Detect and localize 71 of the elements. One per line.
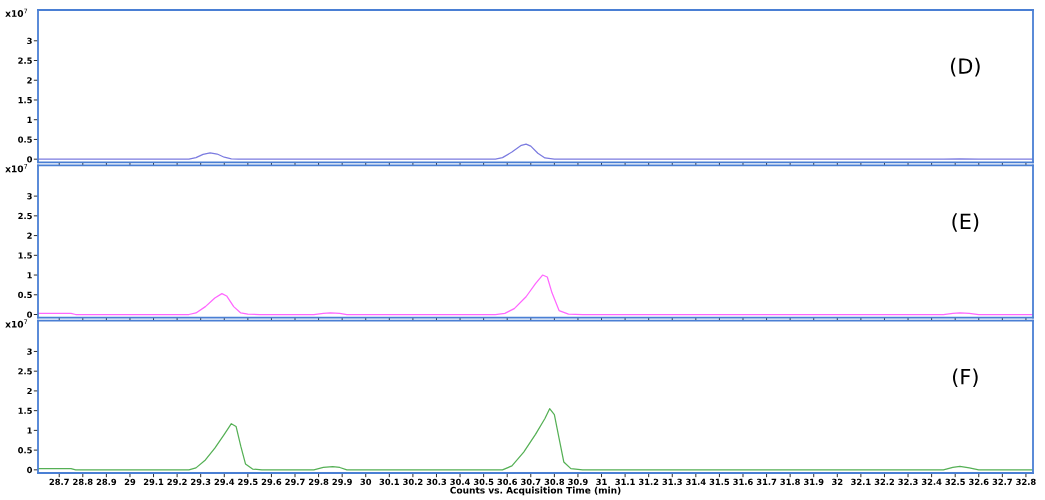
x-tick-label: 30: [360, 478, 372, 486]
x-tick-label: 31.8: [780, 478, 800, 486]
x-tick-label: 32.4: [921, 478, 942, 486]
y-tick-label: 2: [27, 387, 32, 395]
y-tick-label: 2: [27, 77, 32, 84]
x-tick-label: 32.7: [992, 478, 1012, 486]
x-tick-label: 32: [832, 478, 843, 486]
y-axis-title: x10$^{7}$: [5, 319, 28, 328]
x-tick-label: 31.4: [686, 478, 706, 486]
x-tick-label: 29.3: [191, 478, 211, 486]
line-series: [38, 143, 1033, 160]
x-tick-label: 29.8: [308, 478, 329, 486]
x-tick-label: 28.7: [49, 478, 69, 486]
y-tick-label: 2.5: [18, 57, 32, 64]
y-tick-label: 1: [27, 427, 32, 434]
x-tick-label: 29.9: [332, 478, 352, 486]
x-tick-label: 28.8: [73, 478, 93, 486]
y-tick-label: 1: [27, 116, 32, 123]
x-axis-title: Counts vs. Acquisition Time (min): [450, 486, 621, 496]
y-tick-label: 2: [27, 232, 32, 239]
x-tick-label: 31.3: [662, 478, 682, 486]
x-tick-label: 30.4: [450, 478, 470, 486]
x-tick-label: 32.8: [1016, 478, 1036, 486]
x-tick-label: 29.6: [261, 478, 282, 486]
x-tick-label: 32.6: [969, 478, 989, 486]
x-tick-label: 32.3: [898, 478, 918, 486]
x-tick-label: 30.6: [497, 478, 518, 486]
annotation: (F): [953, 368, 978, 388]
y-tick-label: 0: [27, 311, 33, 318]
x-tick-label: 29: [124, 478, 136, 486]
x-tick-label: 30.5: [473, 478, 494, 486]
x-tick-label: 29.7: [285, 478, 305, 486]
y-axis-title: x10$^{7}$: [5, 164, 28, 173]
x-tick-label: 29.1: [143, 478, 164, 486]
y-tick-label: 1.5: [18, 252, 32, 259]
x-tick-label: 30.7: [521, 478, 541, 486]
y-tick-label: 0: [27, 466, 33, 474]
y-tick-label: 1.5: [18, 407, 32, 414]
annotation: (E): [952, 213, 979, 232]
x-tick-label: 28.9: [96, 478, 117, 486]
x-tick-label: 30.9: [568, 478, 588, 486]
y-tick-label: 0.5: [18, 136, 32, 143]
x-tick-label: 30.8: [544, 478, 565, 486]
x-tick-label: 30.1: [379, 478, 400, 486]
y-tick-label: 0: [27, 156, 33, 163]
x-tick-label: 31.2: [638, 478, 659, 486]
x-tick-label: 31.1: [615, 478, 635, 486]
y-tick-label: 2.5: [18, 212, 32, 220]
x-tick-label: 31: [596, 478, 607, 486]
x-tick-label: 29.2: [167, 478, 187, 486]
y-tick-label: 0.5: [18, 447, 32, 454]
x-tick-label: 29.5: [238, 478, 258, 486]
x-tick-label: 31.7: [756, 478, 777, 486]
y-tick-label: 0.5: [18, 291, 32, 299]
y-tick-label: 3: [27, 37, 32, 45]
y-tick-label: 2.5: [18, 368, 32, 375]
y-tick-label: 3: [27, 193, 32, 200]
x-tick-label: 30.3: [426, 478, 447, 486]
x-tick-label: 32.5: [945, 478, 965, 486]
x-tick-label: 29.4: [214, 478, 235, 486]
y-axis-title: x10$^{7}$: [5, 8, 28, 17]
y-tick-label: 1.5: [18, 97, 32, 104]
x-tick-label: 32.1: [851, 478, 871, 486]
x-tick-label: 31.5: [709, 478, 730, 486]
x-tick-label: 30.2: [403, 478, 423, 486]
x-tick-label: 31.6: [733, 478, 753, 486]
x-tick-label: 32.2: [874, 478, 895, 486]
annotation: (D): [950, 57, 980, 77]
y-tick-label: 1: [27, 272, 32, 279]
x-tick-label: 31.9: [804, 478, 824, 486]
y-tick-label: 3: [27, 348, 32, 355]
